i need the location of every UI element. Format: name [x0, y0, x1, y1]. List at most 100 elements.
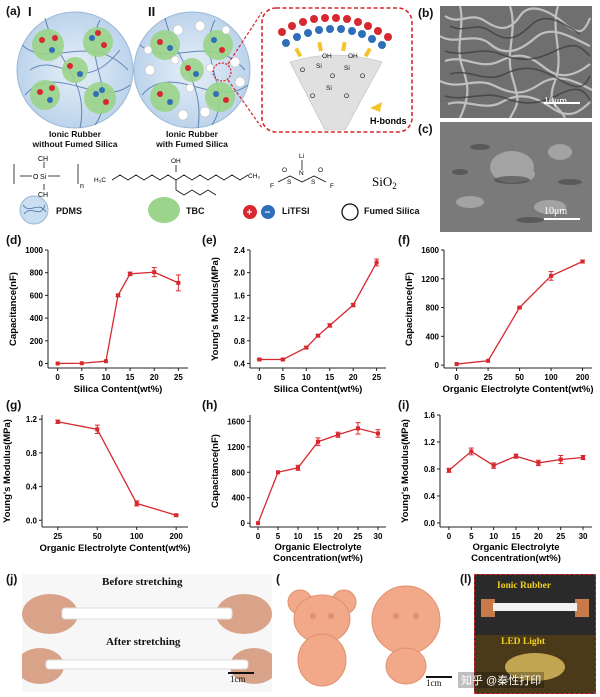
svg-text:O: O: [318, 167, 323, 174]
ion-arc: [278, 14, 392, 49]
schematic-illustration: OH OH Si Si O O O Si O O H-bonds O Si CH…: [13, 7, 413, 225]
data-point: [446, 468, 451, 473]
data-point: [454, 362, 459, 367]
svg-text:F: F: [330, 183, 334, 190]
data-point: [486, 358, 491, 363]
data-point: [549, 273, 554, 278]
roman-numeral-1: I: [28, 4, 32, 19]
y-tick-label: 400: [232, 494, 246, 503]
svg-text:Si: Si: [316, 63, 322, 70]
data-point: [152, 270, 157, 275]
x-tick-label: 100: [130, 532, 144, 541]
k-scale-label: 1cm: [426, 678, 442, 688]
x-tick-label: 5: [80, 373, 85, 382]
data-point: [55, 419, 60, 424]
x-tick-label: 20: [150, 373, 159, 382]
y-tick-label: 200: [30, 337, 44, 346]
caption-rubber-without-silica: Ionic Rubber without Fumed Silica: [32, 129, 118, 149]
x-tick-label: 10: [302, 373, 311, 382]
data-point: [336, 432, 340, 437]
data-point: [134, 501, 139, 506]
panel-label-g: (g): [6, 398, 22, 412]
x-axis-label: Organic Electrolyte: [274, 542, 361, 553]
x-tick-label: 50: [93, 532, 102, 541]
sem-image-b: 10μm: [440, 6, 592, 118]
series-line: [456, 260, 583, 365]
roman-numeral-2: II: [148, 4, 156, 19]
x-tick-label: 25: [372, 373, 381, 382]
svg-text:n: n: [80, 183, 84, 190]
data-point: [580, 259, 585, 264]
y-tick-label: 1.2: [234, 314, 246, 323]
data-point: [356, 426, 360, 431]
led-light-label: LED Light: [501, 637, 546, 647]
y-tick-label: 0.4: [234, 359, 246, 368]
chart-g-modulus-vs-electrolyte: 0.0 0.4 0.8 1.2 25 50 100 200 Organic Electrolyt…: [2, 415, 190, 554]
legend-litfsi-label: LiTFSI: [282, 206, 310, 216]
x-tick-label: 25: [484, 373, 493, 382]
legend-pdms-label: PDMS: [56, 206, 83, 216]
x-tick-label: 25: [354, 532, 363, 541]
x-tick-label: 5: [281, 373, 286, 382]
y-tick-label: 800: [426, 304, 440, 313]
svg-text:O: O: [310, 93, 315, 100]
series-line: [57, 421, 177, 516]
y-tick-label: 1600: [227, 417, 245, 426]
hbonds-label: H-bonds: [370, 116, 407, 126]
svg-text:O: O: [360, 73, 365, 80]
x-tick-label: 200: [169, 532, 183, 541]
x-tick-label: 15: [126, 373, 135, 382]
data-point: [296, 465, 300, 470]
data-point: [351, 303, 356, 308]
y-tick-label: 2.4: [234, 246, 246, 255]
y-tick-label: 0.8: [424, 465, 436, 474]
x-tick-label: 20: [349, 373, 358, 382]
panel-label-f: (f): [398, 233, 410, 247]
photo-stretching: Before stretching After stretching 1cm: [22, 574, 272, 692]
rubber-with-silica-circle: [133, 11, 251, 129]
sem-image-c: 10μm: [440, 122, 592, 232]
y-tick-label: 2.0: [234, 269, 246, 278]
svg-text:S: S: [311, 179, 316, 186]
panel-label-l: (l): [460, 572, 472, 586]
svg-text:−: −: [265, 208, 271, 219]
series-line: [57, 271, 179, 365]
photo-molded-toys: 1cm: [280, 574, 460, 692]
data-point: [256, 521, 260, 526]
svg-text:H₃C: H₃C: [94, 177, 106, 184]
data-point: [276, 470, 280, 475]
svg-text:Si: Si: [326, 85, 332, 92]
data-point: [316, 439, 320, 444]
x-tick-label: 200: [576, 373, 590, 382]
data-point: [103, 359, 108, 364]
ionic-rubber-label: Ionic Rubber: [497, 581, 552, 591]
svg-text:O: O: [282, 167, 287, 174]
y-tick-label: 0.0: [424, 519, 436, 528]
data-point: [374, 260, 379, 265]
before-stretching-label: Before stretching: [102, 576, 183, 588]
panel-label-a: (a): [6, 4, 21, 18]
y-axis-label: Capacitance(nF): [8, 272, 19, 346]
photo-led-circuit: Ionic Rubber LED Light: [474, 574, 596, 694]
zhihu-watermark: 知乎 @秦性打印: [458, 672, 545, 688]
y-tick-label: 1.6: [424, 411, 436, 420]
data-point: [558, 457, 563, 462]
data-point: [304, 345, 309, 350]
x-axis-label: Organic Electrolyte Content(wt%): [443, 384, 594, 395]
svg-text:OH: OH: [171, 158, 181, 165]
x-tick-label: 20: [534, 532, 543, 541]
pdms-legend-icon: [19, 195, 49, 225]
x-tick-label: 0: [256, 532, 261, 541]
x-axis-label: Organic Electrolyte: [472, 542, 559, 553]
tbc-legend-icon: [148, 197, 180, 223]
x-tick-label: 10: [294, 532, 303, 541]
y-tick-label: 400: [30, 314, 44, 323]
pdms-structure: [13, 162, 79, 190]
svg-text:O: O: [330, 73, 335, 80]
panel-label-i: (i): [398, 398, 410, 412]
caption-rubber-with-silica: Ionic Rubber with Fumed Silica: [156, 129, 228, 149]
series-line: [259, 262, 378, 361]
panel-label-h: (h): [202, 398, 218, 412]
data-point: [376, 431, 380, 436]
legend-tbc-label: TBC: [186, 206, 205, 216]
